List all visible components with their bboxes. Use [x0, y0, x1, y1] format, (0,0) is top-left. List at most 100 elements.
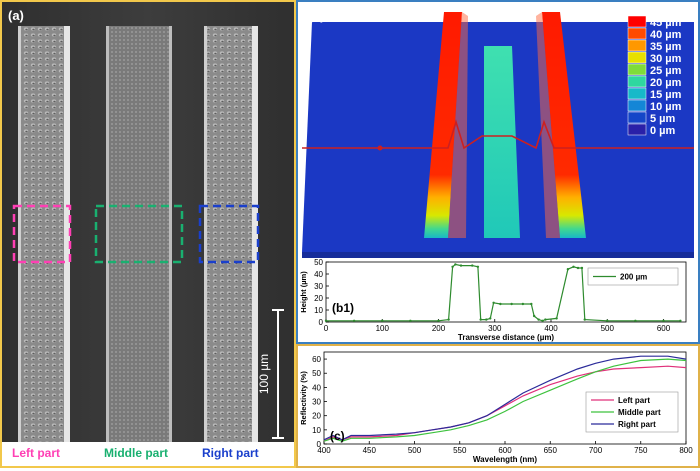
data-point [352, 319, 356, 322]
colorbar-swatch [627, 111, 647, 124]
middle-bar [484, 46, 520, 238]
colorbar-label: 40 µm [650, 29, 682, 41]
y-tick-label: 40 [314, 270, 323, 279]
series-line [323, 358, 687, 442]
b1-height-chart: 0 100 200 300 400 500 60001020304050Transverse… [299, 258, 687, 342]
panel-b-3d-profile: 45 µm 40 µm 35 µm 30 µm 25 µm 20 µm 15 µm 10 µm… [296, 0, 700, 344]
y-tick-label: 50 [314, 258, 323, 267]
x-tick-label: 550 [453, 446, 467, 455]
x-tick-label: 450 [363, 446, 377, 455]
colorbar-swatch [627, 51, 647, 64]
data-point [476, 265, 480, 268]
panel-b-label: (b) [308, 8, 325, 23]
y-axis-label: Reflectivity (%) [299, 371, 308, 425]
x-tick-label: 800 [679, 446, 693, 455]
data-point [454, 263, 457, 266]
colorbar-swatch [627, 15, 647, 28]
right-wall [542, 12, 586, 238]
data-point [580, 266, 584, 270]
data-point [541, 319, 544, 322]
x-tick-label: 650 [544, 446, 558, 455]
data-point [485, 318, 488, 321]
reflectivity-chart: 400 450 500 550 600 650 700 750 800 0 10 20 30 40 50 60… [299, 351, 693, 464]
middle-part-box [94, 204, 184, 264]
x-tick-label: 600 [498, 446, 512, 455]
data-point [479, 318, 482, 321]
data-point [576, 266, 580, 270]
colorbar-swatch [627, 87, 647, 100]
middle-part-label: Middle part [104, 446, 169, 460]
data-point [409, 319, 412, 322]
data-point [437, 319, 440, 322]
y-tick-label: 30 [312, 398, 321, 407]
data-point [532, 314, 536, 318]
part-labels-strip: Left part Middle part Right part [2, 442, 294, 466]
colorbar-label: 25 µm [650, 65, 682, 77]
data-point [381, 319, 384, 322]
y-tick-label: 10 [314, 306, 323, 315]
legend-label: Right part [618, 420, 656, 429]
colorbar-swatch [627, 123, 647, 136]
y-tick-label: 10 [312, 426, 321, 435]
colorbar-swatch [627, 63, 647, 76]
colorbar-swatch [627, 27, 647, 40]
y-axis-label: Height (µm) [299, 271, 308, 313]
colorbar-label: 45 µm [650, 17, 682, 29]
data-point [499, 302, 502, 306]
right-part-box [198, 204, 260, 264]
y-tick-label: 50 [312, 369, 321, 378]
colorbar-label: 20 µm [650, 77, 682, 89]
middle-track [108, 26, 170, 444]
colorbar-label: 15 µm [650, 89, 682, 101]
data-point [489, 317, 492, 320]
data-point [679, 319, 682, 322]
colorbar-label: 5 µm [650, 113, 676, 125]
colorbar-label: 10 µm [650, 101, 682, 113]
y-tick-label: 30 [314, 282, 323, 291]
data-point [566, 268, 570, 271]
x-tick-label: 600 [657, 324, 671, 333]
panel-c-reflectivity: 400 450 500 550 600 650 700 750 800 0 10 20 30 40 50 60… [296, 344, 700, 468]
x-tick-label: 700 [589, 446, 603, 455]
colorbar-label: 0 µm [650, 125, 676, 137]
data-point [606, 319, 609, 322]
colorbar-label: 30 µm [650, 53, 682, 65]
colorbar-label: 35 µm [650, 41, 682, 53]
data-point [447, 318, 450, 321]
x-tick-label: 200 [432, 324, 446, 333]
y-tick-label: 0 [319, 318, 324, 327]
data-point [544, 318, 547, 321]
legend-label: Middle part [618, 408, 661, 417]
panel-a-sem-image: 100 µm (a) Left part Middle part Right p… [0, 0, 296, 468]
x-tick-label: 500 [601, 324, 615, 333]
y-tick-label: 60 [312, 355, 321, 364]
y-tick-label: 40 [312, 383, 321, 392]
x-tick-label: 500 [408, 446, 422, 455]
data-point [634, 319, 637, 322]
x-tick-label: 0 [324, 324, 329, 333]
x-axis-label: Transverse distance (µm) [458, 333, 555, 342]
data-point [510, 302, 513, 306]
data-point [459, 264, 463, 267]
x-tick-label: 400 [317, 446, 331, 455]
legend-label: 200 µm [620, 273, 647, 282]
data-point [555, 317, 558, 320]
x-tick-label: 100 [376, 324, 390, 333]
data-point [471, 264, 474, 267]
legend-label: Left part [618, 396, 650, 405]
colorbar-swatch [627, 99, 647, 112]
left-part-label: Left part [12, 446, 60, 460]
y-tick-label: 20 [312, 412, 321, 421]
colorbar-swatch [627, 75, 647, 88]
colorbar-swatch [627, 39, 647, 52]
sem-micrograph: 100 µm (a) [2, 2, 294, 466]
left-wall [424, 12, 462, 238]
panel-c-label: (c) [330, 429, 345, 443]
x-axis-label: Wavelength (nm) [473, 455, 537, 464]
series-line [323, 355, 687, 441]
data-point [537, 318, 540, 321]
right-part-label: Right part [202, 446, 259, 460]
x-tick-label: 400 [544, 324, 558, 333]
